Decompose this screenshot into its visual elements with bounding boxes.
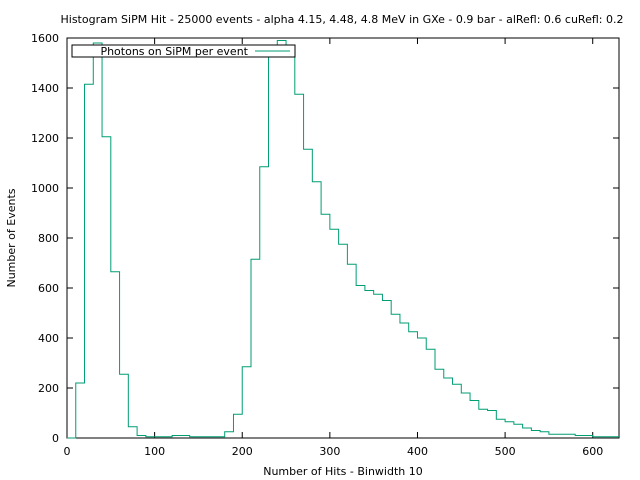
y-tick-label: 0: [52, 432, 59, 445]
y-tick-label: 1400: [31, 82, 59, 95]
x-tick-label: 400: [407, 445, 428, 458]
histogram-series: [67, 40, 619, 439]
x-tick-label: 100: [144, 445, 165, 458]
x-tick-label: 600: [582, 445, 603, 458]
y-tick-label: 400: [38, 332, 59, 345]
y-tick-label: 1600: [31, 32, 59, 45]
y-tick-label: 1000: [31, 182, 59, 195]
y-tick-label: 1200: [31, 132, 59, 145]
x-tick-label: 0: [64, 445, 71, 458]
x-tick-label: 500: [495, 445, 516, 458]
x-tick-label: 300: [319, 445, 340, 458]
y-tick-label: 600: [38, 282, 59, 295]
legend-label: Photons on SiPM per event: [100, 45, 248, 58]
tick-labels: 0 100 200 300 400 500 600 0 200 400 600 800 1000 1200…: [31, 32, 603, 458]
x-axis-label: Number of Hits - Binwidth 10: [263, 465, 423, 478]
y-axis-label: Number of Events: [5, 188, 18, 287]
chart-title: Histogram SiPM Hit - 25000 events - alph…: [61, 13, 624, 26]
y-tick-label: 200: [38, 382, 59, 395]
y-tick-label: 800: [38, 232, 59, 245]
histogram-step-line: [67, 40, 619, 439]
x-tick-label: 200: [232, 445, 253, 458]
legend: Photons on SiPM per event: [71, 44, 296, 58]
legend-box: [71, 44, 296, 58]
